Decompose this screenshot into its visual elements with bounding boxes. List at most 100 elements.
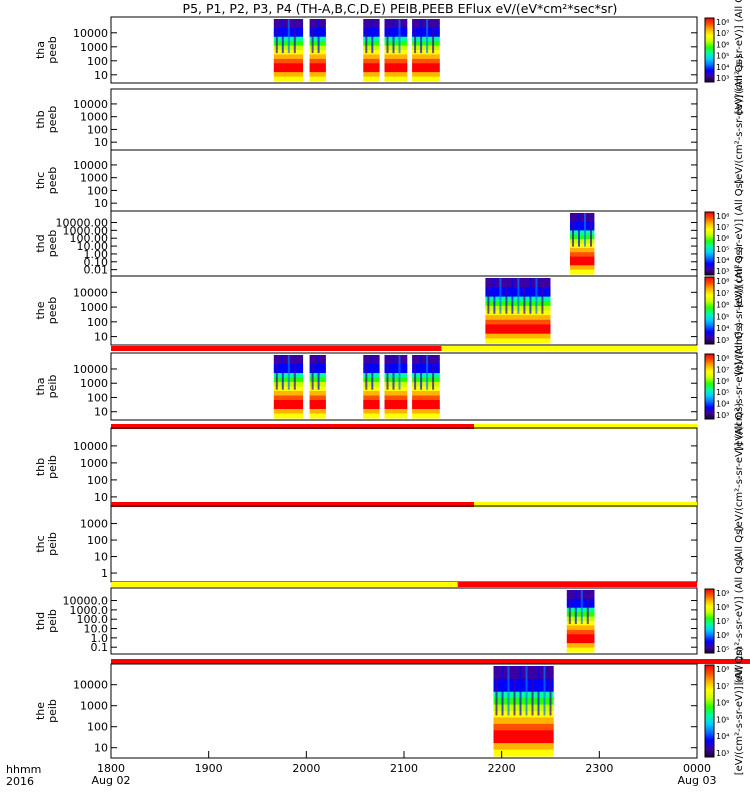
spectrogram-cell [493,678,554,686]
y-tick-label: 1000 [80,457,108,470]
colorbar-tick-label: 10⁷ [716,29,729,38]
spectrogram-cell [273,391,304,397]
spectrogram-cell [412,72,440,78]
y-tick-label: 10000 [73,679,108,692]
y-tick-label: 10000.00 [56,217,109,230]
spectrogram-cell [363,395,380,401]
colorbar-tick-label: 10⁶ [716,40,729,49]
colorbar-label: [eV/(cm²-s-sr-eV)] (All Qs) [734,647,745,776]
colorbar-tick-label: 10³ [716,336,729,345]
spectrogram-block-tha-peeb-4 [412,19,440,82]
colorbar-tick-label: 10⁹ [716,589,729,598]
spectrogram-cell [412,58,440,64]
spectrogram-cell [384,72,408,78]
spectrogram-cell [309,63,326,69]
spectrogram-cell [384,368,408,374]
spectrogram-cell [384,76,408,82]
y-tick-label: 0.1 [91,641,109,654]
spectrogram-stripe [432,19,435,54]
y-tick-label: 100.00 [70,232,109,245]
spectrogram-cell [309,413,326,419]
y-tick-label: 10000 [73,286,108,299]
colorbar-tick-label: 10⁵ [716,388,729,397]
spectrogram-stripe [293,19,296,54]
spectrogram-block-thd-peib-0 [566,590,595,653]
spectrogram-stripe [365,355,368,390]
y-tick-label: 10 [94,197,108,210]
spectrogram-cell [384,67,408,73]
spectrogram-stripe [584,213,586,247]
panel-frame [110,505,698,583]
x-tick-label: 0000 [683,762,711,775]
y-tick-label: 10.00 [77,240,109,253]
spectrogram-stripe [586,590,589,625]
spectrogram-stripe [529,278,532,314]
status-bar-red [111,424,474,429]
x-tick-label: 2000 [292,762,320,775]
y-axis-label: peeb [46,297,59,325]
panel-frame [110,16,698,84]
colorbar-tick-label: 10⁴ [716,63,729,72]
colorbar [704,17,715,83]
y-tick-label: 1000 [80,41,108,54]
spectrogram-cell [384,382,408,388]
spectrogram-stripe [493,278,496,314]
spectrogram-stripe [414,355,417,390]
spectrogram-stripe [420,355,423,390]
spectrogram-stripe [499,278,502,314]
spectrogram-stripe [386,19,389,54]
colorbar-tick-label: 10⁸ [716,18,729,27]
y-tick-label: 1.00 [84,248,109,261]
colorbar-tick-label: 10⁶ [716,631,729,640]
spectrogram-cell [412,368,440,374]
spectrogram-cell [384,404,408,410]
status-bar-yellow [474,502,697,507]
spectrogram-cell [384,400,408,406]
spectrogram-stripe [426,19,429,54]
y-tick-label: 10 [94,742,108,755]
spectrogram-cell [309,404,326,410]
spectrogram-cell [485,315,551,321]
spectrogram-block-tha-peeb-3 [384,19,408,82]
panel-frame [110,210,698,277]
colorbar-label: [eV/(cm²-s-sr-eV)] (All Qs) [734,55,745,184]
colorbar-tick-label: 10⁵ [716,245,729,254]
y-tick-label: 100 [87,184,108,197]
spectrogram-cell [412,19,440,24]
spectrogram-cell [412,41,440,47]
spectrogram-cell [412,76,440,82]
spectrogram-cell [412,45,440,51]
colorbar-tick-label: 10⁵ [716,312,729,321]
spectrogram-cell [363,58,380,64]
y-tick-label: 0.10 [84,256,109,269]
spectrogram-stripe [495,666,498,716]
spectrogram-cell [493,730,554,738]
spectrogram-cell [412,355,440,361]
spectrogram-cell [384,364,408,370]
colorbar-tick-label: 10⁷ [716,365,729,374]
spectrogram-cell [412,63,440,69]
spectrogram-cell [485,333,551,339]
spectrogram-block-tha-peib-4 [412,355,440,419]
spectrogram-cell [273,67,304,73]
spectrogram-cell [273,395,304,401]
spectrogram-cell [273,58,304,64]
y-axis-label: peeb [46,230,59,258]
y-tick-label: 100 [87,474,108,487]
colorbar-tick-label: 10⁴ [716,256,729,265]
colorbar-tick-label: 10⁸ [716,212,729,221]
spectrogram-stripe [590,213,592,247]
colorbar-tick-label: 10⁵ [716,52,729,61]
panel-the-peib: 10 100 1000 10000 the peib 10³ 10⁴ 10⁵ 10⁶ 10⁷ 10⁸ [… [34,647,745,776]
spectrogram-stripe [414,19,417,54]
spectrogram-cell [412,391,440,397]
spectrogram-stripe [568,590,571,625]
colorbar-tick-label: 10³ [716,74,729,83]
spectrogram-cell [384,409,408,415]
y-tick-label: 10 [94,406,108,419]
spectrogram-cell [309,54,326,60]
spectrogram-cell [493,717,554,725]
spectrogram-cell [384,41,408,47]
spectrogram-cell [363,409,380,415]
